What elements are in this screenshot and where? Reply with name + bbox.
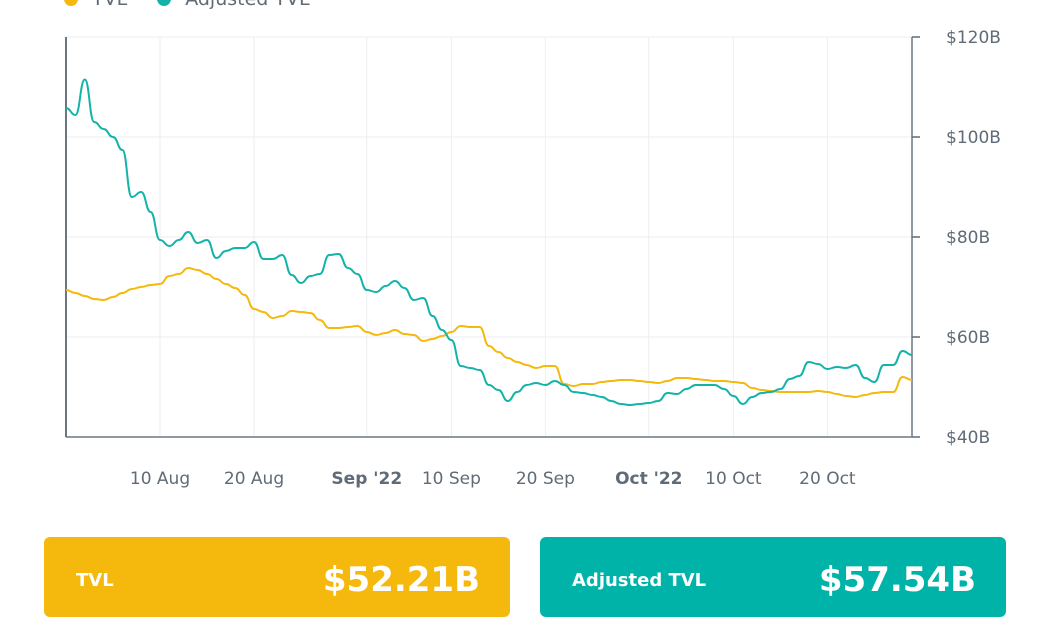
x-tick-label: 10 Oct bbox=[705, 469, 762, 489]
adjusted-tvl-dot-icon bbox=[157, 0, 172, 6]
legend: TVL Adjusted TVL bbox=[64, 0, 310, 10]
tvl-card-value: $52.21B bbox=[322, 560, 480, 600]
x-tick-label: 20 Aug bbox=[224, 469, 284, 489]
tvl-series-line bbox=[65, 266, 913, 399]
x-tick-label: Sep '22 bbox=[331, 469, 402, 489]
x-tick-label: 10 Sep bbox=[422, 469, 481, 489]
y-tick-label: $40B bbox=[946, 428, 990, 448]
adjusted-tvl-card-value: $57.54B bbox=[818, 560, 976, 600]
legend-item-tvl[interactable]: TVL bbox=[64, 0, 127, 10]
y-tick-label: $120B bbox=[946, 28, 1001, 48]
legend-item-adjusted-tvl[interactable]: Adjusted TVL bbox=[157, 0, 310, 10]
legend-label: TVL bbox=[92, 0, 127, 10]
y-tick-label: $60B bbox=[946, 328, 990, 348]
tvl-card-label: TVL bbox=[76, 569, 114, 591]
tvl-dot-icon bbox=[64, 0, 78, 6]
tvl-line-chart: $40B $60B $80B $100B $120B 10 Aug 20 Aug Sep '2… bbox=[65, 28, 1001, 489]
legend-label: Adjusted TVL bbox=[185, 0, 309, 10]
x-tick-label: 20 Oct bbox=[799, 469, 856, 489]
tvl-card: TVL $52.21B bbox=[44, 537, 510, 617]
adjusted-tvl-card-label: Adjusted TVL bbox=[572, 569, 707, 591]
y-tick-label: $100B bbox=[946, 128, 1001, 148]
y-tick-label: $80B bbox=[946, 228, 990, 248]
x-tick-label: 10 Aug bbox=[130, 469, 190, 489]
adjusted-tvl-series-line bbox=[65, 78, 913, 407]
adjusted-tvl-card: Adjusted TVL $57.54B bbox=[540, 537, 1006, 617]
x-tick-label: 20 Sep bbox=[516, 469, 575, 489]
x-tick-label: Oct '22 bbox=[615, 469, 682, 489]
